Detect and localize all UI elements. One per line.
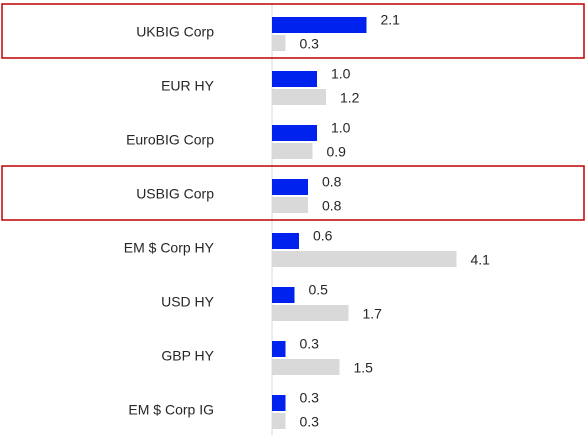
bar — [272, 17, 367, 33]
bar — [272, 179, 308, 195]
value-label: 2.1 — [381, 12, 401, 28]
value-label: 1.2 — [340, 90, 360, 106]
bar — [272, 233, 299, 249]
category-label: UKBIG Corp — [136, 24, 214, 40]
value-label: 0.3 — [300, 414, 320, 430]
bar — [272, 341, 286, 357]
bar — [272, 413, 286, 429]
value-label: 4.1 — [471, 252, 491, 268]
category-label: EM $ Corp IG — [128, 402, 214, 418]
highlight-box — [1, 3, 585, 59]
value-label: 0.3 — [300, 336, 320, 352]
value-label: 0.9 — [327, 144, 347, 160]
value-label: 0.3 — [300, 36, 320, 52]
value-label: 0.5 — [309, 282, 329, 298]
bar — [272, 251, 457, 267]
value-label: 1.7 — [363, 306, 383, 322]
category-label: EM $ Corp HY — [124, 240, 215, 256]
category-label: USBIG Corp — [136, 186, 214, 202]
value-label: 1.0 — [331, 120, 351, 136]
bar — [272, 143, 313, 159]
category-label: GBP HY — [161, 348, 214, 364]
bar — [272, 395, 286, 411]
category-label: EUR HY — [161, 78, 215, 94]
bar — [272, 89, 326, 105]
value-label: 1.5 — [354, 360, 374, 376]
value-label: 1.0 — [331, 66, 351, 82]
category-label: EuroBIG Corp — [126, 132, 214, 148]
value-label: 0.3 — [300, 390, 320, 406]
bar — [272, 287, 295, 303]
bar — [272, 125, 317, 141]
bar — [272, 197, 308, 213]
highlight-box — [1, 165, 585, 221]
value-label: 0.6 — [313, 228, 333, 244]
bar — [272, 359, 340, 375]
value-label: 0.8 — [322, 198, 342, 214]
bar — [272, 305, 349, 321]
bar — [272, 35, 286, 51]
value-label: 0.8 — [322, 174, 342, 190]
category-label: USD HY — [161, 294, 215, 310]
bar — [272, 71, 317, 87]
